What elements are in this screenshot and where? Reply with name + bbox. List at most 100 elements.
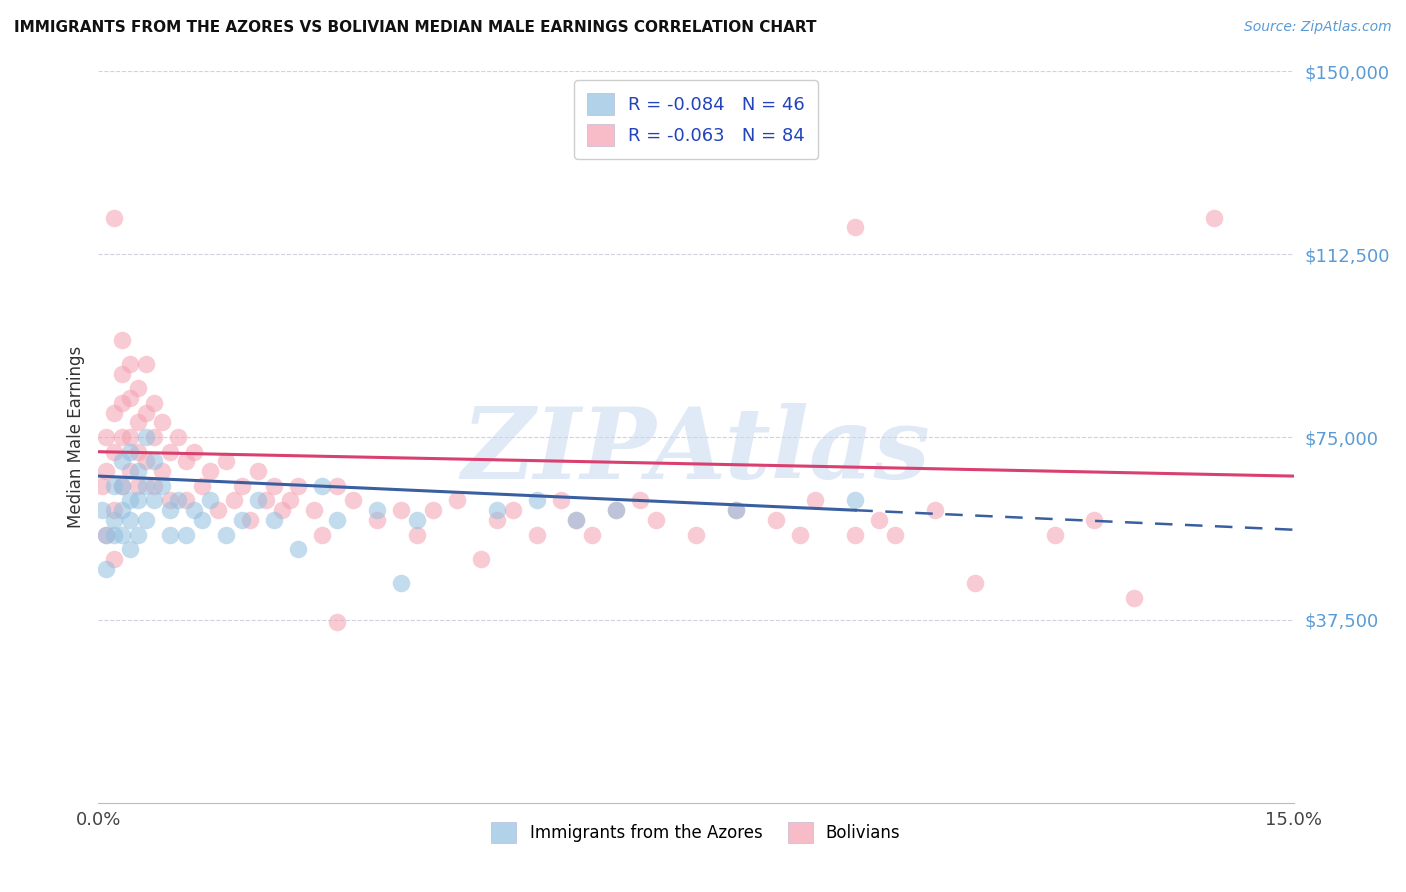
Point	[231, 479, 253, 493]
Point	[628, 493, 651, 508]
Point	[685, 527, 707, 541]
Point	[159, 503, 181, 517]
Text: Source: ZipAtlas.com: Source: ZipAtlas.com	[1244, 20, 1392, 34]
Y-axis label: Median Male Earnings: Median Male Earnings	[66, 346, 84, 528]
Point	[127, 464, 149, 478]
Point	[326, 615, 349, 630]
Point	[868, 513, 890, 527]
Point	[159, 527, 181, 541]
Point	[215, 454, 238, 468]
Point	[143, 430, 166, 444]
Point	[645, 513, 668, 527]
Point	[366, 513, 388, 527]
Point	[167, 430, 190, 444]
Point	[884, 527, 907, 541]
Point	[120, 391, 142, 405]
Point	[111, 527, 134, 541]
Point	[111, 479, 134, 493]
Point	[198, 493, 221, 508]
Point	[111, 396, 134, 410]
Point	[159, 493, 181, 508]
Point	[287, 542, 309, 557]
Point	[278, 493, 301, 508]
Point	[565, 513, 588, 527]
Point	[120, 444, 142, 458]
Point	[143, 479, 166, 493]
Point	[135, 406, 157, 420]
Point	[311, 527, 333, 541]
Point	[222, 493, 245, 508]
Point	[246, 464, 269, 478]
Point	[789, 527, 811, 541]
Point	[150, 464, 173, 478]
Point	[263, 513, 285, 527]
Point	[326, 513, 349, 527]
Point	[470, 552, 492, 566]
Point	[485, 503, 508, 517]
Point	[135, 479, 157, 493]
Point	[207, 503, 229, 517]
Point	[135, 430, 157, 444]
Point	[254, 493, 277, 508]
Point	[270, 503, 292, 517]
Point	[111, 333, 134, 347]
Point	[135, 454, 157, 468]
Point	[91, 503, 114, 517]
Point	[565, 513, 588, 527]
Point	[103, 444, 125, 458]
Point	[198, 464, 221, 478]
Point	[135, 357, 157, 371]
Point	[143, 454, 166, 468]
Point	[1083, 513, 1105, 527]
Point	[103, 552, 125, 566]
Point	[550, 493, 572, 508]
Point	[150, 416, 173, 430]
Point	[302, 503, 325, 517]
Point	[724, 503, 747, 517]
Point	[342, 493, 364, 508]
Point	[804, 493, 827, 508]
Point	[183, 503, 205, 517]
Point	[239, 513, 262, 527]
Point	[765, 513, 787, 527]
Point	[96, 527, 118, 541]
Point	[406, 513, 429, 527]
Point	[526, 493, 548, 508]
Point	[111, 454, 134, 468]
Point	[111, 367, 134, 381]
Point	[844, 493, 866, 508]
Point	[143, 396, 166, 410]
Point	[215, 527, 238, 541]
Point	[96, 527, 118, 541]
Point	[96, 464, 118, 478]
Point	[120, 430, 142, 444]
Point	[191, 513, 214, 527]
Point	[120, 513, 142, 527]
Point	[111, 430, 134, 444]
Point	[963, 576, 986, 591]
Legend: Immigrants from the Azores, Bolivians: Immigrants from the Azores, Bolivians	[485, 815, 907, 849]
Point	[103, 503, 125, 517]
Text: ZIPAtlas: ZIPAtlas	[461, 403, 931, 500]
Text: IMMIGRANTS FROM THE AZORES VS BOLIVIAN MEDIAN MALE EARNINGS CORRELATION CHART: IMMIGRANTS FROM THE AZORES VS BOLIVIAN M…	[14, 20, 817, 35]
Point	[127, 527, 149, 541]
Point	[143, 493, 166, 508]
Point	[1202, 211, 1225, 225]
Point	[1123, 591, 1146, 605]
Point	[502, 503, 524, 517]
Point	[246, 493, 269, 508]
Point	[844, 527, 866, 541]
Point	[159, 444, 181, 458]
Point	[120, 493, 142, 508]
Point	[366, 503, 388, 517]
Point	[103, 406, 125, 420]
Point	[311, 479, 333, 493]
Point	[120, 357, 142, 371]
Point	[924, 503, 946, 517]
Point	[150, 479, 173, 493]
Point	[581, 527, 603, 541]
Point	[526, 527, 548, 541]
Point	[111, 479, 134, 493]
Point	[135, 513, 157, 527]
Point	[191, 479, 214, 493]
